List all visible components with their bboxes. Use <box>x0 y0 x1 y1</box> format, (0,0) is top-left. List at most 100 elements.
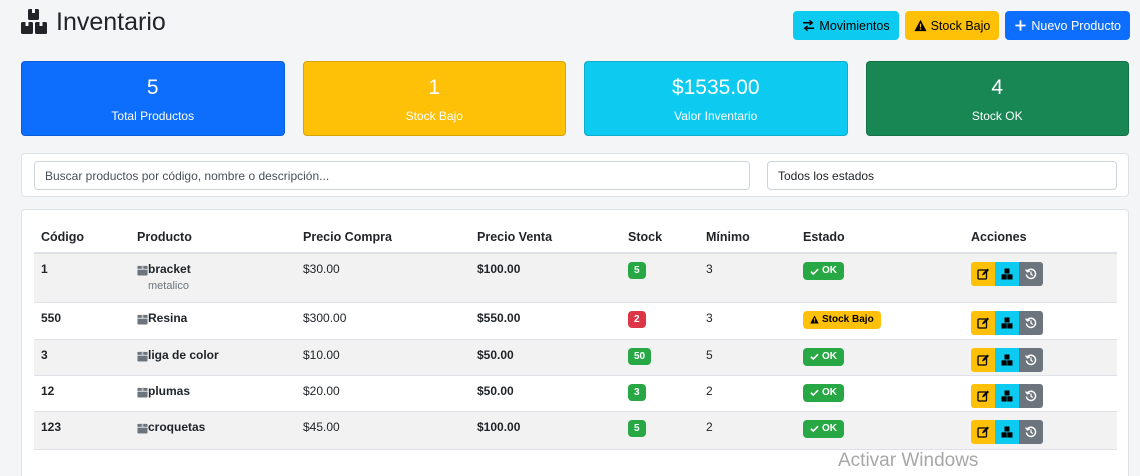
table-row: 550 Resina $300.00 $550.00 2 3 Stock Baj… <box>34 302 1117 340</box>
col-precio-venta: Precio Venta <box>470 222 621 254</box>
status-select-value: Todos los estados <box>778 168 875 183</box>
stock-bajo-label: Stock Bajo <box>930 18 991 33</box>
history-icon <box>1025 354 1037 365</box>
boxes-icon <box>1001 426 1013 437</box>
stock-badge: 2 <box>628 310 646 328</box>
status-badge-label: Stock Bajo <box>822 313 874 325</box>
boxes-icon <box>1001 354 1013 365</box>
adjust-stock-button[interactable] <box>995 310 1019 335</box>
page-title-text: Inventario <box>56 8 166 36</box>
box-icon <box>137 351 148 362</box>
cell-producto: liga de color <box>130 339 296 376</box>
search-input[interactable] <box>34 161 750 190</box>
cell-acciones <box>964 302 1117 340</box>
stat-card-valor: $1535.00 Valor Inventario <box>584 61 848 136</box>
cell-minimo: 2 <box>699 411 796 450</box>
table-row: 3 liga de color $10.00 $50.00 50 5 OK <box>34 339 1117 376</box>
edit-icon <box>977 390 989 402</box>
edit-button[interactable] <box>971 419 995 444</box>
edit-button[interactable] <box>971 347 995 372</box>
adjust-stock-button[interactable] <box>995 262 1019 286</box>
windows-activation-watermark: Activar Windows <box>838 450 979 471</box>
status-badge: OK <box>803 419 844 438</box>
history-button[interactable] <box>1019 262 1043 286</box>
history-button[interactable] <box>1019 383 1043 408</box>
col-estado: Estado <box>796 222 964 254</box>
table-row: 123 croquetas $45.00 $100.00 5 2 OK <box>34 411 1117 450</box>
boxes-icon <box>21 9 47 34</box>
cell-estado: OK <box>796 411 964 450</box>
stat-card-total: 5 Total Productos <box>21 61 285 136</box>
adjust-stock-button[interactable] <box>995 419 1019 444</box>
stat-label: Stock OK <box>971 108 1023 123</box>
adjust-stock-button[interactable] <box>995 383 1019 408</box>
stat-value: 5 <box>146 75 159 99</box>
cell-producto: croquetas <box>130 411 296 450</box>
cell-codigo: 550 <box>34 302 130 340</box>
check-icon <box>810 268 819 275</box>
status-select[interactable]: Todos los estados <box>767 161 1117 190</box>
status-badge: OK <box>803 347 844 366</box>
cell-stock: 5 <box>621 253 699 303</box>
stat-label: Valor Inventario <box>674 108 758 123</box>
cell-producto: plumas <box>130 375 296 412</box>
cell-estado: OK <box>796 339 964 376</box>
cell-estado: Stock Bajo <box>796 302 964 340</box>
product-name: croquetas <box>148 419 206 434</box>
status-badge: OK <box>803 383 844 402</box>
history-button[interactable] <box>1019 419 1043 444</box>
cell-precio-compra: $20.00 <box>296 375 470 412</box>
edit-button[interactable] <box>971 310 995 335</box>
stat-card-stock-bajo: 1 Stock Bajo <box>302 61 566 136</box>
history-icon <box>1025 317 1037 328</box>
cell-precio-venta: $100.00 <box>470 411 621 450</box>
movimientos-button[interactable]: Movimientos <box>793 11 899 40</box>
edit-button[interactable] <box>971 262 995 286</box>
warning-icon <box>914 19 927 32</box>
cell-producto: bracket metalico <box>130 253 296 303</box>
status-badge-label: OK <box>822 265 837 276</box>
adjust-stock-button[interactable] <box>995 347 1019 372</box>
box-icon <box>137 314 148 325</box>
table-row: 1 bracket metalico $30.00 $100.00 5 3 OK <box>34 253 1117 303</box>
cell-codigo: 3 <box>34 339 130 376</box>
cell-precio-venta: $100.00 <box>470 253 621 303</box>
cell-codigo: 12 <box>34 375 130 412</box>
stat-value: 4 <box>991 75 1004 99</box>
nuevo-producto-button[interactable]: Nuevo Producto <box>1005 11 1130 40</box>
cell-precio-compra: $10.00 <box>296 339 470 376</box>
product-description: metalico <box>148 280 189 292</box>
movimientos-label: Movimientos <box>819 18 890 33</box>
filters-panel: Todos los estados <box>21 153 1129 197</box>
check-icon <box>810 389 819 397</box>
status-badge: Stock Bajo <box>803 310 881 329</box>
products-table-card: Código Producto Precio Compra Precio Ven… <box>21 209 1129 476</box>
page-title: Inventario <box>20 8 166 36</box>
stock-badge: 5 <box>628 419 646 437</box>
edit-button[interactable] <box>971 383 995 408</box>
products-table: Código Producto Precio Compra Precio Ven… <box>34 222 1117 450</box>
col-codigo: Código <box>34 222 130 254</box>
stat-card-stock-ok: 4 Stock OK <box>865 61 1129 136</box>
history-button[interactable] <box>1019 347 1043 372</box>
nuevo-producto-label: Nuevo Producto <box>1031 18 1121 33</box>
col-acciones: Acciones <box>964 222 1117 254</box>
col-minimo: Mínimo <box>699 222 796 254</box>
stats-cards: 5 Total Productos 1 Stock Bajo $1535.00 … <box>21 61 1129 136</box>
cell-minimo: 3 <box>699 253 796 303</box>
status-badge: OK <box>803 262 844 280</box>
history-button[interactable] <box>1019 310 1043 335</box>
edit-icon <box>977 317 989 329</box>
cell-precio-venta: $550.00 <box>470 302 621 340</box>
cell-acciones <box>964 411 1117 450</box>
check-icon <box>810 425 819 433</box>
warning-icon <box>810 315 819 324</box>
boxes-icon <box>1001 268 1013 280</box>
cell-producto: Resina <box>130 302 296 340</box>
cell-estado: OK <box>796 375 964 412</box>
cell-precio-compra: $30.00 <box>296 253 470 303</box>
stock-badge: 5 <box>628 262 646 279</box>
stock-bajo-button[interactable]: Stock Bajo <box>904 11 1000 40</box>
cell-minimo: 3 <box>699 302 796 340</box>
cell-codigo: 123 <box>34 411 130 450</box>
